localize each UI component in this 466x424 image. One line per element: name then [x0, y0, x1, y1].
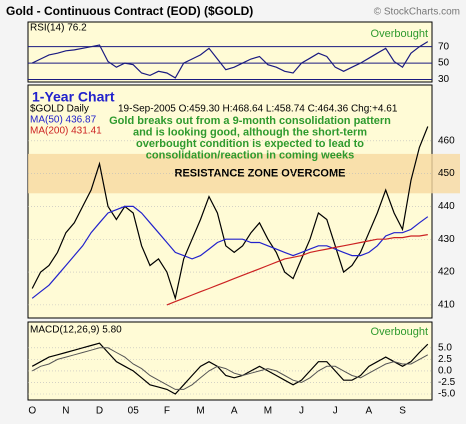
panel: [27, 84, 433, 319]
annotation: and is looking good, although the short-…: [133, 126, 367, 138]
x-tick-label: 05: [128, 406, 140, 417]
annotation: overbought condition is expected to lead…: [136, 138, 364, 150]
x-tick-label: A: [366, 406, 373, 417]
x-tick-label: S: [399, 406, 406, 417]
panel: [27, 21, 433, 83]
y-tick-label: -5.0: [438, 389, 456, 400]
y-tick-label: 440: [438, 201, 455, 212]
x-tick-label: J: [333, 406, 338, 417]
y-tick-label: 30: [438, 74, 450, 85]
signal-line: [31, 347, 429, 390]
legend-entry: RSI(14) 76.2: [30, 23, 87, 34]
y-tick-label: 410: [438, 300, 455, 311]
annotation: Overbought: [371, 326, 428, 338]
y-tick-label: 5.0: [438, 342, 452, 353]
legend-entry: $GOLD Daily: [30, 104, 89, 115]
x-tick-label: M: [196, 406, 204, 417]
x-tick-label: A: [231, 406, 238, 417]
legend-entry: MA(200) 431.41: [30, 126, 102, 137]
legend-entry: MACD(12,26,9) 5.80: [30, 325, 122, 336]
panel: [27, 321, 433, 401]
y-tick-label: 70: [438, 41, 450, 52]
y-tick-label: 450: [438, 168, 455, 179]
x-tick-label: O: [28, 406, 36, 417]
x-tick-label: N: [62, 406, 69, 417]
annotation: Overbought: [371, 28, 428, 40]
series-line: [31, 41, 429, 79]
y-tick-label: 430: [438, 234, 455, 245]
series-line: [31, 342, 429, 395]
credit: © StockCharts.com: [374, 7, 460, 18]
series-line: [31, 126, 429, 301]
x-tick-label: F: [164, 406, 170, 417]
annotation: consolidation/reaction in coming weeks: [146, 149, 354, 161]
x-tick-label: M: [264, 406, 272, 417]
annotation: Gold breaks out from a 9-month consolida…: [109, 115, 391, 127]
series-line: [31, 205, 429, 299]
y-tick-label: 420: [438, 267, 455, 278]
subtitle: 1-Year Chart: [32, 89, 115, 105]
legend-entry: MA(50) 436.87: [30, 115, 97, 126]
series-line: [166, 234, 428, 306]
y-tick-label: -2.5: [438, 377, 456, 388]
y-tick-label: 0.0: [438, 366, 452, 377]
quote: 19-Sep-2005 O:459.30 H:468.64 L:458.74 C…: [118, 104, 398, 115]
x-tick-label: J: [299, 406, 304, 417]
chart-title: Gold - Continuous Contract (EOD) ($GOLD): [6, 4, 253, 18]
y-tick-label: 2.5: [438, 354, 452, 365]
y-tick-label: 50: [438, 58, 450, 69]
y-tick-label: 460: [438, 135, 455, 146]
x-tick-label: D: [96, 406, 103, 417]
